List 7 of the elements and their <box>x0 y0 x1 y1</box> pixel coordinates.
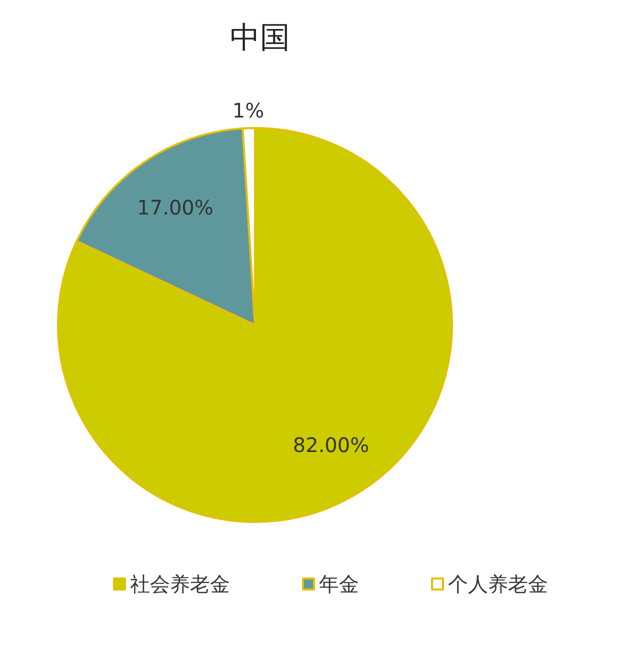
data-label: 1% <box>232 98 264 122</box>
data-label: 82.00% <box>292 432 370 457</box>
data-label: 17.00% <box>137 196 214 220</box>
legend-label: 年金 <box>319 572 359 596</box>
legend-label: 个人养老金 <box>448 572 548 596</box>
chart-title: 中国 <box>230 20 290 56</box>
legend-label: 社会养老金 <box>130 572 230 596</box>
